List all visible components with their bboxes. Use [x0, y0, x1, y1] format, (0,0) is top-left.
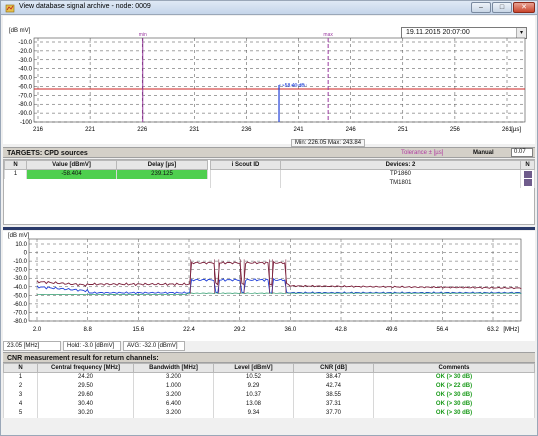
x-tick-label: 256: [450, 127, 461, 133]
col-cnr: CNR [dB]: [293, 363, 374, 373]
y-tick-label: -70.0: [13, 310, 27, 316]
tolerance-label: Tolerance ± [µs]: [401, 150, 444, 156]
device-tag: [523, 179, 532, 187]
hold-trace: [36, 260, 522, 290]
col-level: Level [dBmV]: [213, 363, 294, 373]
spectrum-chart[interactable]: 10.0 0 -10.0 -20.0 -30.0 -40.0 -50.0 -60.0 -70.0…: [1, 1, 538, 346]
peak-label: -58.40 dB: [283, 83, 305, 89]
cnr-table: N Central frequency [MHz] Bandwidth [MHz…: [3, 363, 535, 418]
x-tick-label: 226: [137, 127, 148, 133]
y-tick-label: -30.0: [18, 58, 32, 64]
x-unit-label: [µs]: [511, 127, 521, 133]
x-tick-label: 261: [502, 127, 513, 133]
table-row[interactable]: 5 30.20 3.200 9.34 37.70 OK (> 30 dB): [3, 408, 535, 418]
table-row[interactable]: 4 30.40 6.400 13.08 37.31 OK (> 30 dB): [3, 399, 535, 409]
y-tick-label: -40.0: [13, 285, 27, 291]
y-tick-label: -20.0: [18, 49, 32, 55]
spectrum-y-unit: [dB mV]: [8, 233, 30, 239]
x-tick-label: 63.2: [487, 327, 499, 333]
x-tick-label: 56.4: [436, 327, 448, 333]
title-bar[interactable]: View database signal archive - node: 000…: [1, 1, 537, 15]
y-tick-label: -70.0: [18, 93, 32, 99]
x-tick-label: 246: [346, 127, 357, 133]
manual-label: Manual: [473, 150, 494, 156]
y-tick-label: -60.0: [13, 302, 27, 308]
list-item[interactable]: TM1801: [210, 178, 535, 188]
y-tick-label: -50.0: [18, 76, 32, 82]
chevron-down-icon[interactable]: ▾: [516, 28, 526, 38]
spectrum-status: 23.05 [MHz] Hold: -3.0 [dBmV] AVG: -32.0…: [3, 341, 535, 352]
y-tick-label: -20.0: [13, 268, 27, 274]
y-tick-label: 0: [24, 251, 28, 257]
maximize-button[interactable]: □: [492, 2, 512, 13]
x-tick-label: 22.4: [183, 327, 195, 333]
col-delay: Delay [µs]: [116, 160, 208, 170]
y-tick-label: 10.0: [15, 242, 27, 248]
y-tick-label: -100: [20, 120, 33, 126]
delay-chart-y-unit: [dB mV]: [9, 28, 31, 34]
col-n: N: [3, 363, 38, 373]
min-max-readout: Min: 226.05 Max: 243.84: [291, 139, 366, 147]
floor-trace: [36, 292, 522, 296]
y-tick-label: -90.0: [18, 111, 32, 117]
x-tick-label: 216: [33, 127, 44, 133]
x-tick-label: 236: [241, 127, 252, 133]
tolerance-input[interactable]: 0.07: [511, 148, 533, 157]
y-tick-label: -80.0: [13, 319, 27, 325]
device-tag: [523, 170, 532, 178]
x-tick-label: 2.0: [33, 327, 42, 333]
y-tick-label: -30.0: [13, 276, 27, 282]
list-item[interactable]: TP1860: [210, 169, 535, 179]
col-n: N: [520, 160, 535, 170]
targets-header: TARGETS: CPD sources Tolerance ± [µs] Ma…: [3, 147, 535, 158]
y-tick-label: -80.0: [18, 102, 32, 108]
x-tick-label: 8.8: [83, 327, 92, 333]
window-title: View database signal archive - node: 000…: [19, 3, 151, 10]
table-row[interactable]: 3 29.60 3.200 10.37 38.55 OK (> 30 dB): [3, 390, 535, 400]
max-marker-label: max: [323, 32, 333, 38]
y-tick-label: -40.0: [18, 67, 32, 73]
x-tick-label: 15.6: [132, 327, 144, 333]
minimize-button[interactable]: –: [471, 2, 491, 13]
x-tick-label: 241: [294, 127, 305, 133]
cnr-header: CNR measurement result for return channe…: [3, 352, 535, 363]
y-tick-label: -10.0: [13, 259, 27, 265]
x-tick-label: 42.8: [335, 327, 347, 333]
targets-table: N Value [dBmV] Delay [µs] 1 -58.404 239.…: [4, 160, 208, 179]
avg-trace: [36, 277, 522, 295]
table-row[interactable]: 2 29.50 1.000 9.29 42.74 OK (> 22 dB): [3, 381, 535, 391]
splitter[interactable]: [3, 227, 535, 230]
x-tick-label: 29.2: [234, 327, 246, 333]
col-bandwidth: Bandwidth [MHz]: [133, 363, 214, 373]
table-row[interactable]: 1 -58.404 239.125: [4, 169, 208, 179]
y-tick-label: -50.0: [13, 293, 27, 299]
app-icon: [5, 4, 15, 13]
x-tick-label: 251: [398, 127, 409, 133]
x-tick-label: 36.0: [284, 327, 296, 333]
x-tick-label: 231: [189, 127, 200, 133]
close-button[interactable]: ✕: [513, 2, 535, 13]
x-tick-label: 49.6: [386, 327, 398, 333]
devices-table: i Scout ID Devices: 2 N TP1860 TM1801: [210, 160, 535, 188]
delay-chart[interactable]: -10.0 -20.0 -30.0 -40.0 -50.0 -60.0 -70.0 -80.0…: [1, 1, 538, 151]
y-tick-label: -10.0: [18, 40, 32, 46]
x-tick-label: 221: [85, 127, 96, 133]
table-row[interactable]: 1 24.20 3.200 10.52 38.47 OK (> 30 dB): [3, 372, 535, 382]
col-central-frequency: Central frequency [MHz]: [37, 363, 134, 373]
x-unit-label: [MHz]: [503, 327, 519, 333]
col-comments: Comments: [373, 363, 535, 373]
min-marker-label: min: [139, 32, 147, 38]
y-tick-label: -60.0: [18, 84, 32, 90]
